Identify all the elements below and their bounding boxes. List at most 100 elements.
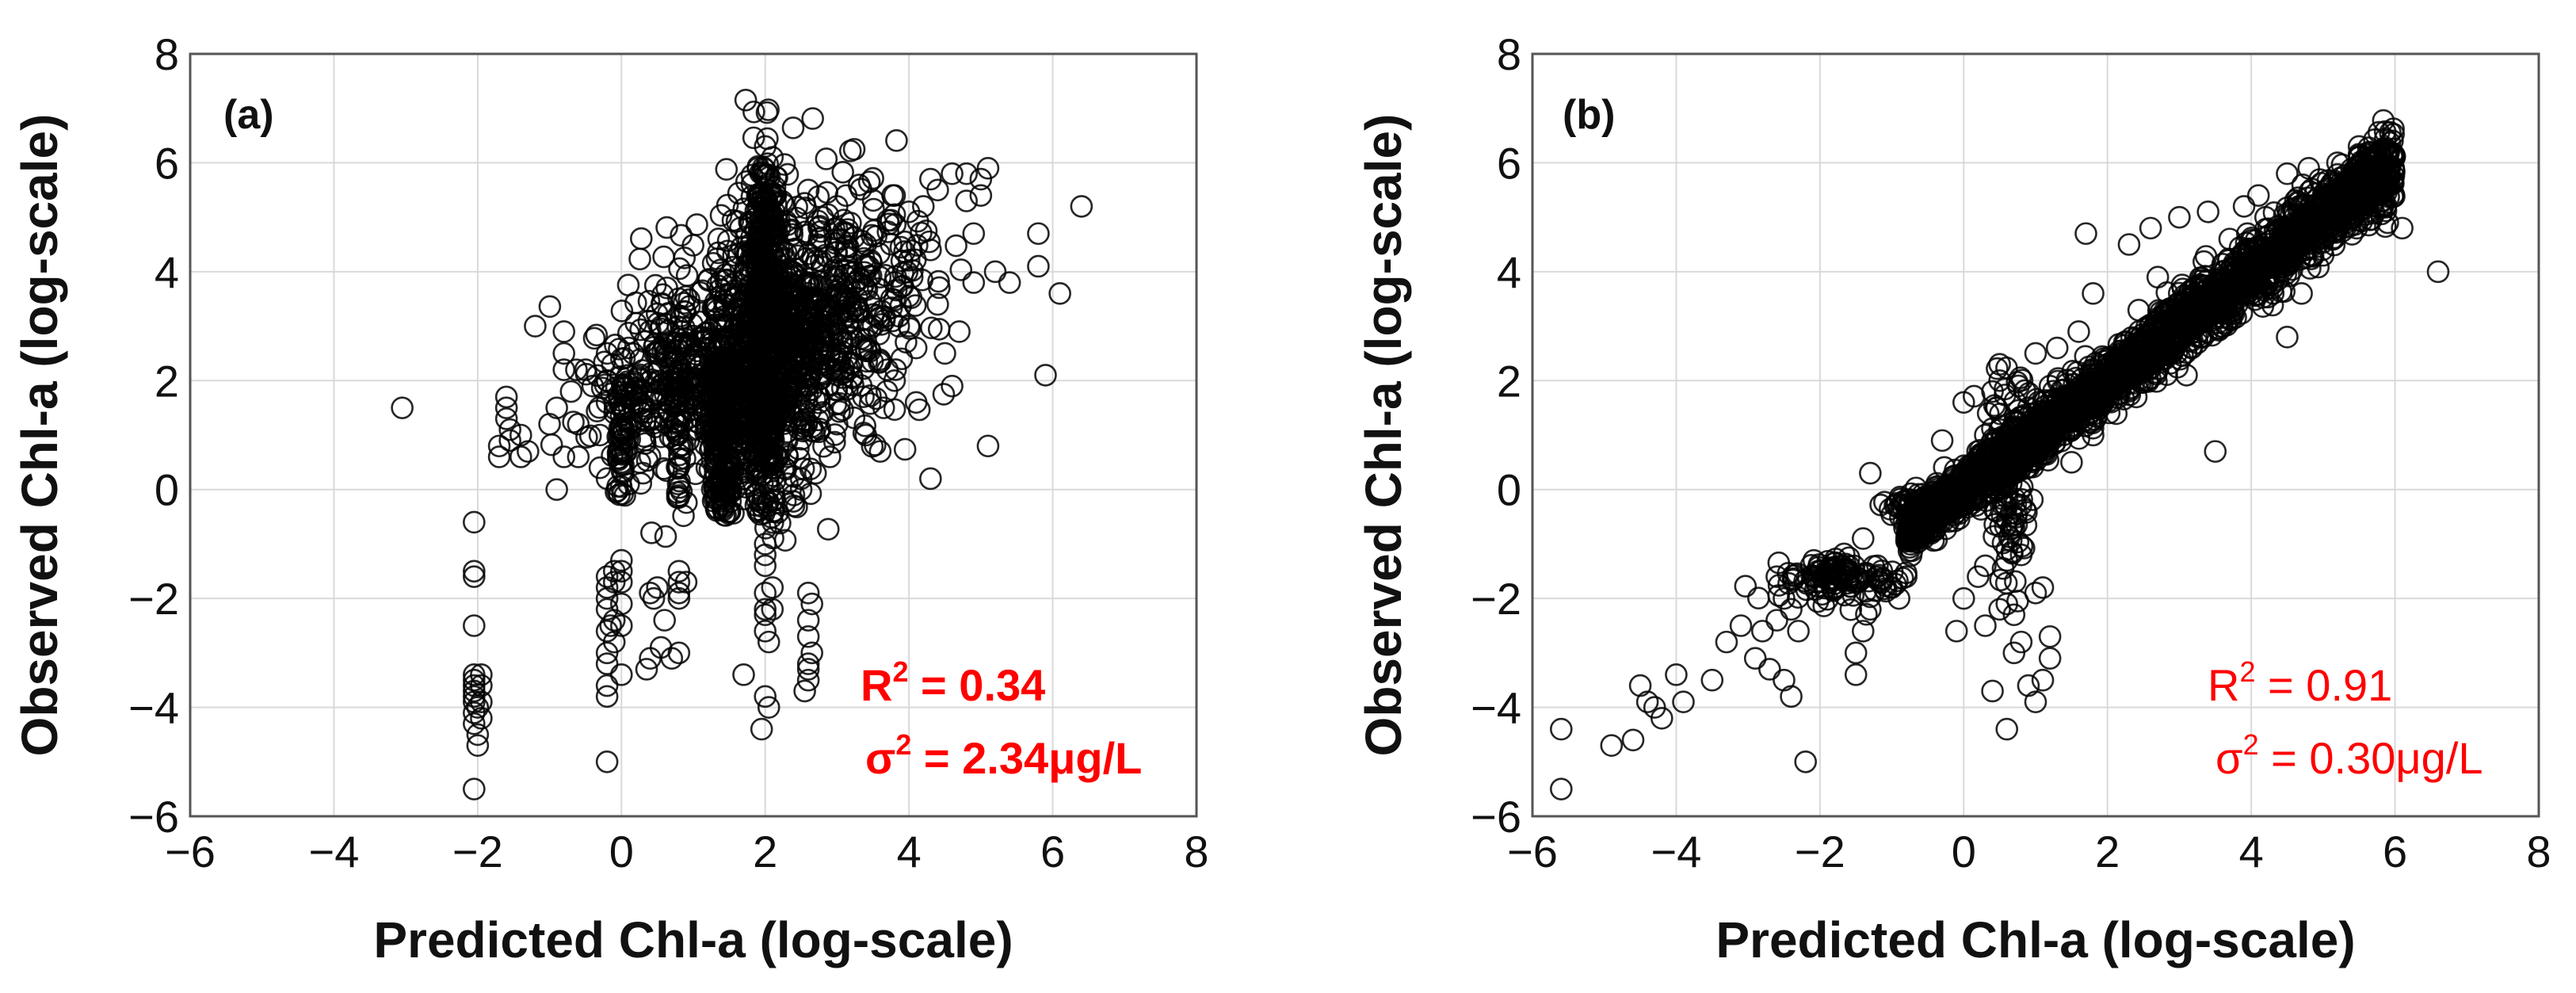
panel-a-data-point	[609, 592, 633, 616]
panel-a-points	[391, 88, 1093, 800]
panel-a-data-point	[796, 624, 820, 648]
panel-a-data-point	[784, 363, 808, 386]
panel-a-data-point	[842, 138, 866, 161]
panel-a-data-point	[884, 278, 908, 302]
panel-a-data-point	[582, 327, 606, 350]
panel-a-data-point	[517, 440, 540, 463]
panel-a-y-axis-title: Observed Chl-a (log-scale)	[11, 114, 68, 757]
panel-a-data-point	[919, 467, 942, 491]
panel-a-data-point	[633, 429, 657, 452]
panel-a-data-point	[911, 195, 935, 218]
panel-a-data-point	[742, 100, 765, 124]
panel-a-data-point	[862, 197, 885, 221]
panel-a-data-point	[552, 358, 576, 381]
panel-a-data-point	[466, 734, 490, 757]
panel-a-x-tick-label: −2	[452, 827, 503, 877]
panel-a-data-point	[742, 126, 765, 150]
panel-a-data-point	[800, 641, 823, 665]
panel-a-data-point	[581, 374, 605, 398]
panel-a-data-point	[1070, 195, 1093, 218]
panel-a-data-point	[796, 652, 820, 675]
panel-a-data-point	[719, 421, 742, 445]
panel-a-data-point	[969, 184, 993, 207]
panel-a-data-point	[761, 275, 784, 299]
panel-a-data-point	[470, 707, 493, 730]
panel-a-data-point	[928, 276, 951, 300]
panel-a-data-point	[718, 405, 742, 429]
panel-a-data-point	[610, 300, 634, 323]
panel-a-data-point	[910, 221, 933, 245]
panel-a-data-point	[565, 358, 588, 381]
panel-a-data-point	[487, 434, 511, 458]
panel-a-data-point	[665, 367, 689, 390]
panel-a-data-point	[670, 223, 693, 247]
panel-a-data-point	[463, 560, 486, 583]
panel-a-data-point	[696, 269, 720, 292]
panel-a-data-point	[842, 406, 866, 430]
panel-a-data-point	[828, 400, 851, 423]
panel-a-data-point	[470, 674, 493, 697]
panel-a-plot-frame	[189, 52, 1198, 818]
panel-a-y-tick-label: 4	[155, 247, 179, 297]
panel-a-data-point	[833, 299, 857, 323]
panel-a-data-point	[759, 413, 782, 436]
panel-a-data-point	[650, 315, 674, 338]
panel-a-data-point	[857, 170, 881, 193]
panel-a-data-point	[538, 295, 562, 319]
panel-a-data-point	[463, 777, 486, 800]
panel-a-x-ticks: −6 −4 −2 0 2 4 6 8	[165, 827, 1209, 877]
panel-a-x-tick-label: −6	[165, 827, 216, 877]
panel-a-data-point	[789, 478, 813, 502]
panel-a-data-point	[609, 663, 633, 686]
panel-a-data-point	[717, 480, 740, 504]
panel-a-data-point	[854, 423, 878, 447]
panel-a-data-point	[796, 390, 819, 414]
panel-a-data-point	[927, 269, 950, 293]
panel-a-data-point	[801, 107, 824, 130]
panel-a-data-point	[643, 371, 667, 395]
panel-a-data-point	[746, 157, 769, 180]
panel-a-data-point	[920, 316, 943, 340]
panel-a-data-point	[800, 592, 823, 616]
panel-a-data-point	[639, 581, 662, 605]
panel-a-data-point	[809, 220, 833, 243]
panel-a-data-point	[494, 407, 518, 430]
panel-a-data-point	[782, 483, 806, 506]
panel-a-data-point	[666, 472, 690, 495]
panel-a-data-point	[538, 412, 561, 436]
panel-a-data-point	[466, 696, 490, 719]
panel-a-data-point	[883, 369, 906, 392]
panel-a-data-point	[463, 614, 486, 637]
panel-b-data-point	[1841, 583, 1865, 607]
panel-a-data-point	[792, 399, 816, 423]
panel-a-data-point	[754, 620, 777, 643]
panel-a-data-point	[595, 674, 619, 697]
panel-a-data-point	[983, 260, 1007, 284]
panel-b-data-point	[1747, 586, 1770, 610]
panel-a-data-point	[876, 220, 900, 243]
panel-a-data-point	[470, 690, 493, 714]
panel-a-data-point	[716, 342, 739, 366]
panel-a-data-point	[754, 554, 777, 578]
panel-a-data-point	[754, 685, 777, 708]
panel-a-data-point	[552, 342, 576, 365]
panel-a-variance-annotation: σ2 = 2.34μg/L	[865, 728, 1142, 783]
panel-a-data-point	[610, 396, 633, 420]
panel-a-data-point	[801, 247, 825, 270]
panel-a-data-point	[755, 101, 779, 124]
panel-a-data-point	[674, 571, 698, 594]
panel-a-data-point	[906, 234, 929, 257]
panel-a-data-point	[595, 652, 619, 675]
panel-a-data-point	[962, 222, 986, 246]
panel-a-data-point	[665, 350, 689, 373]
panel-a-data-point	[701, 251, 725, 275]
panel-a-data-point	[816, 518, 840, 541]
panel-a-data-point	[883, 212, 907, 236]
panel-a-data-point	[667, 571, 691, 594]
panel-a-data-point	[628, 247, 651, 271]
panel-a-data-point	[815, 147, 838, 170]
panel-a-data-point	[670, 320, 694, 343]
panel-a-data-point	[796, 658, 820, 681]
